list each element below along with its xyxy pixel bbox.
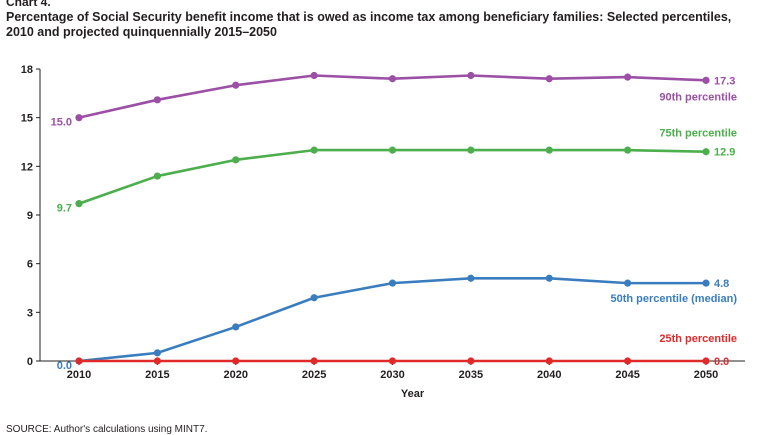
- end-value-label: 0.0: [714, 356, 729, 368]
- data-point: [310, 294, 318, 302]
- y-tick-label: 18: [21, 64, 33, 76]
- data-point: [232, 156, 240, 164]
- data-point: [310, 146, 318, 154]
- data-point: [153, 357, 161, 365]
- data-point: [702, 357, 710, 365]
- series-name-label: 75th percentile: [659, 128, 737, 140]
- data-point: [702, 279, 710, 287]
- data-point: [702, 76, 710, 84]
- x-tick-label: 2020: [224, 369, 248, 381]
- end-value-label: 12.9: [714, 147, 735, 159]
- series-name-label: 90th percentile: [659, 91, 737, 103]
- data-point: [545, 357, 553, 365]
- data-point: [467, 146, 475, 154]
- data-point: [624, 146, 632, 154]
- x-tick-label: 2030: [380, 369, 404, 381]
- series-name-label: 50th percentile (median): [610, 293, 737, 305]
- data-point: [624, 279, 632, 287]
- start-value-label: 0.0: [57, 360, 72, 372]
- end-value-label: 4.8: [714, 278, 729, 290]
- data-point: [153, 349, 161, 357]
- x-tick-label: 2040: [537, 369, 561, 381]
- y-tick-label: 6: [27, 259, 33, 271]
- data-point: [388, 75, 397, 83]
- data-point: [232, 81, 240, 89]
- x-tick-label: 2050: [694, 369, 718, 381]
- data-point: [467, 71, 475, 80]
- y-tick-label: 15: [21, 113, 33, 125]
- x-tick-label: 2025: [302, 369, 326, 381]
- start-value-label: 9.7: [57, 203, 72, 215]
- data-point: [75, 357, 83, 365]
- y-tick-label: 0: [27, 356, 33, 368]
- data-point: [624, 357, 632, 365]
- x-tick-label: 2010: [67, 369, 91, 381]
- data-point: [232, 357, 240, 365]
- data-point: [624, 73, 632, 81]
- data-point: [388, 279, 397, 287]
- series-name-label: 25th percentile: [659, 333, 737, 345]
- data-point: [75, 114, 83, 122]
- series-line-2: [78, 276, 706, 363]
- y-tick-label: 3: [27, 307, 33, 319]
- data-point: [545, 75, 553, 83]
- chart-number: Chart 4.: [6, 0, 51, 9]
- data-point: [153, 96, 161, 104]
- x-tick-label: 2035: [459, 369, 483, 381]
- end-value-label: 17.3: [714, 75, 735, 87]
- data-point: [545, 146, 553, 154]
- data-point: [310, 357, 318, 365]
- x-axis-title: Year: [401, 388, 425, 400]
- data-point: [310, 71, 318, 80]
- data-point: [388, 146, 397, 154]
- data-point: [75, 200, 83, 208]
- start-value-label: 15.0: [51, 117, 72, 129]
- data-point: [702, 148, 710, 156]
- x-tick-label: 2045: [615, 369, 639, 381]
- series-line-1: [78, 148, 707, 205]
- source-note: SOURCE: Author's calculations using MINT…: [6, 424, 208, 435]
- data-point: [232, 323, 240, 331]
- y-tick-label: 9: [27, 210, 33, 222]
- data-point: [388, 357, 397, 365]
- data-point: [545, 274, 553, 282]
- x-tick-label: 2015: [145, 369, 169, 381]
- data-point: [153, 172, 161, 180]
- data-point: [467, 274, 475, 282]
- y-tick-label: 12: [21, 161, 33, 173]
- chart-title: Percentage of Social Security benefit in…: [6, 10, 732, 39]
- data-point: [467, 357, 475, 365]
